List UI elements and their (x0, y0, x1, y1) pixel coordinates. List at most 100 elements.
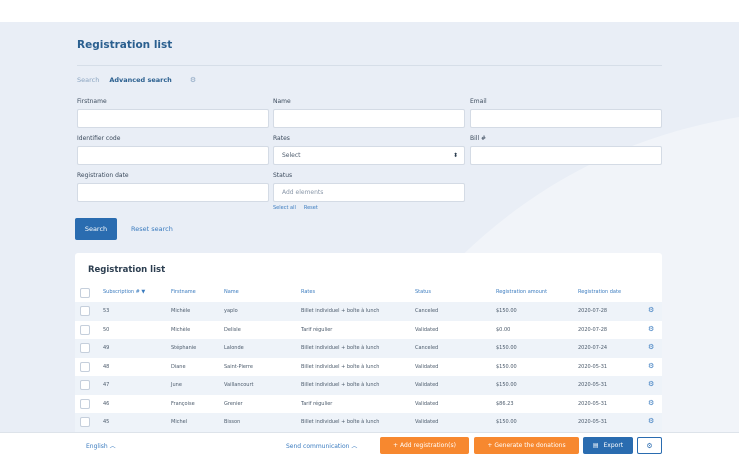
select-all-link[interactable]: Select all (273, 205, 296, 211)
search-button[interactable]: Search (75, 218, 117, 240)
tab-advanced-search[interactable]: Advanced search (109, 76, 172, 84)
cell-amount: $0.00 (496, 326, 511, 333)
row-checkbox[interactable] (80, 380, 90, 390)
gear-icon[interactable]: ⚙ (648, 417, 655, 425)
cell-amount: $150.00 (496, 419, 517, 425)
cell-rates: Tarif régulier (301, 326, 333, 333)
gear-icon: ⚙ (646, 441, 653, 450)
status-label: Status (273, 172, 293, 179)
registration-table-card: Registration list Subscription # ▼ First… (75, 253, 662, 438)
cell-date: 2020-05-31 (578, 419, 608, 425)
cell-status: Validated (415, 400, 439, 407)
rates-select[interactable]: Select ⬍ (273, 146, 465, 165)
cell-status: Canceled (415, 308, 439, 314)
cell-rates: Billet individuel + boîte à lunch (301, 308, 380, 314)
header-firstname[interactable]: Firstname (171, 289, 196, 295)
cell-subscription: 53 (103, 308, 110, 314)
registration-date-label: Registration date (77, 172, 129, 179)
cell-rates: Billet individuel + boîte à lunch (301, 363, 380, 370)
table-row[interactable]: 46 Françoise Grenier Tarif régulier Vali… (75, 395, 662, 414)
header-status[interactable]: Status (415, 289, 431, 295)
table-row[interactable]: 50 Michèle Delisle Tarif régulier Valida… (75, 321, 662, 340)
row-checkbox[interactable] (80, 398, 90, 409)
cell-subscription: 49 (103, 345, 110, 351)
status-placeholder: Add elements (282, 189, 324, 196)
add-registration-button[interactable]: + Add registration(s) (380, 437, 469, 454)
cell-name: Saint-Pierre (224, 363, 253, 370)
generate-donations-button[interactable]: + Generate the donations (474, 437, 579, 454)
table-row[interactable]: 48 Diane Saint-Pierre Billet individuel … (75, 358, 662, 377)
gear-icon[interactable]: ⚙ (648, 306, 655, 314)
cell-subscription: 46 (103, 400, 110, 407)
cell-subscription: 45 (103, 419, 110, 425)
cell-subscription: 47 (103, 382, 110, 388)
table-row[interactable]: 47 June Vaillancourt Billet individuel +… (75, 376, 662, 395)
cell-amount: $86.23 (496, 400, 514, 407)
table-title: Registration list (88, 265, 166, 275)
row-checkbox[interactable] (80, 361, 90, 372)
rates-select-value: Select (282, 152, 301, 159)
select-all-checkbox[interactable] (80, 288, 90, 298)
document-icon: ▤ (592, 442, 599, 449)
settings-button[interactable]: ⚙ (637, 437, 662, 454)
identifier-label: Identifier code (77, 135, 121, 142)
cell-date: 2020-07-24 (578, 345, 608, 351)
cell-date: 2020-05-31 (578, 382, 608, 388)
bill-input[interactable] (470, 146, 662, 165)
cell-firstname: Michèle (171, 308, 191, 314)
row-checkbox[interactable] (80, 417, 90, 427)
gear-icon[interactable]: ⚙ (648, 361, 655, 370)
cell-date: 2020-07-28 (578, 308, 608, 314)
cell-name: Grenier (224, 400, 243, 407)
cell-subscription: 50 (103, 326, 110, 333)
cell-rates: Billet individuel + boîte à lunch (301, 345, 380, 351)
cell-name: Lalonde (224, 345, 244, 351)
name-label: Name (273, 98, 291, 105)
cell-name: Bisson (224, 419, 241, 425)
cell-rates: Billet individuel + boîte à lunch (301, 419, 380, 425)
table-row[interactable]: 45 Michel Bisson Billet individuel + boî… (75, 413, 662, 432)
row-checkbox[interactable] (80, 306, 90, 316)
top-bar (0, 0, 739, 22)
header-date[interactable]: Registration date (578, 289, 622, 295)
reset-search-button[interactable]: Reset search (131, 225, 173, 233)
status-input[interactable]: Add elements (273, 183, 465, 202)
cell-firstname: Michèle (171, 326, 191, 333)
cell-firstname: Diane (171, 363, 186, 370)
row-checkbox[interactable] (80, 343, 90, 353)
send-communication-button[interactable]: Send communication ︿ (286, 443, 358, 450)
bill-label: Bill # (470, 135, 487, 142)
name-input[interactable] (273, 109, 465, 128)
export-button[interactable]: ▤ Export (583, 437, 633, 454)
cell-amount: $150.00 (496, 363, 517, 370)
header-subscription[interactable]: Subscription # ▼ (103, 289, 146, 295)
page-title: Registration list (77, 39, 173, 51)
identifier-input[interactable] (77, 146, 269, 165)
cell-amount: $150.00 (496, 345, 517, 351)
email-input[interactable] (470, 109, 662, 128)
gear-icon[interactable]: ⚙ (648, 324, 655, 333)
cell-rates: Billet individuel + boîte à lunch (301, 382, 380, 388)
table-header: Subscription # ▼ Firstname Name Rates St… (75, 285, 662, 301)
cell-status: Validated (415, 363, 439, 370)
header-rates[interactable]: Rates (301, 289, 316, 295)
language-selector[interactable]: English ︿ (86, 443, 116, 450)
row-checkbox[interactable] (80, 324, 90, 335)
cell-date: 2020-05-31 (578, 363, 608, 370)
header-name[interactable]: Name (224, 289, 239, 295)
firstname-input[interactable] (77, 109, 269, 128)
gear-icon[interactable]: ⚙ (648, 380, 655, 388)
gear-icon[interactable]: ⚙ (189, 76, 197, 84)
gear-icon[interactable]: ⚙ (648, 398, 655, 407)
header-amount[interactable]: Registration amount (496, 289, 548, 295)
firstname-label: Firstname (77, 98, 107, 105)
tab-search[interactable]: Search (77, 76, 100, 84)
table-row[interactable]: 53 Michèle yaplo Billet individuel + boî… (75, 302, 662, 321)
table-row[interactable]: 49 Stéphanie Lalonde Billet individuel +… (75, 339, 662, 358)
reset-link[interactable]: Reset (303, 205, 318, 211)
gear-icon[interactable]: ⚙ (648, 343, 655, 351)
cell-subscription: 48 (103, 363, 110, 370)
registration-date-input[interactable] (77, 183, 269, 202)
email-label: Email (470, 98, 487, 105)
cell-status: Validated (415, 382, 439, 388)
